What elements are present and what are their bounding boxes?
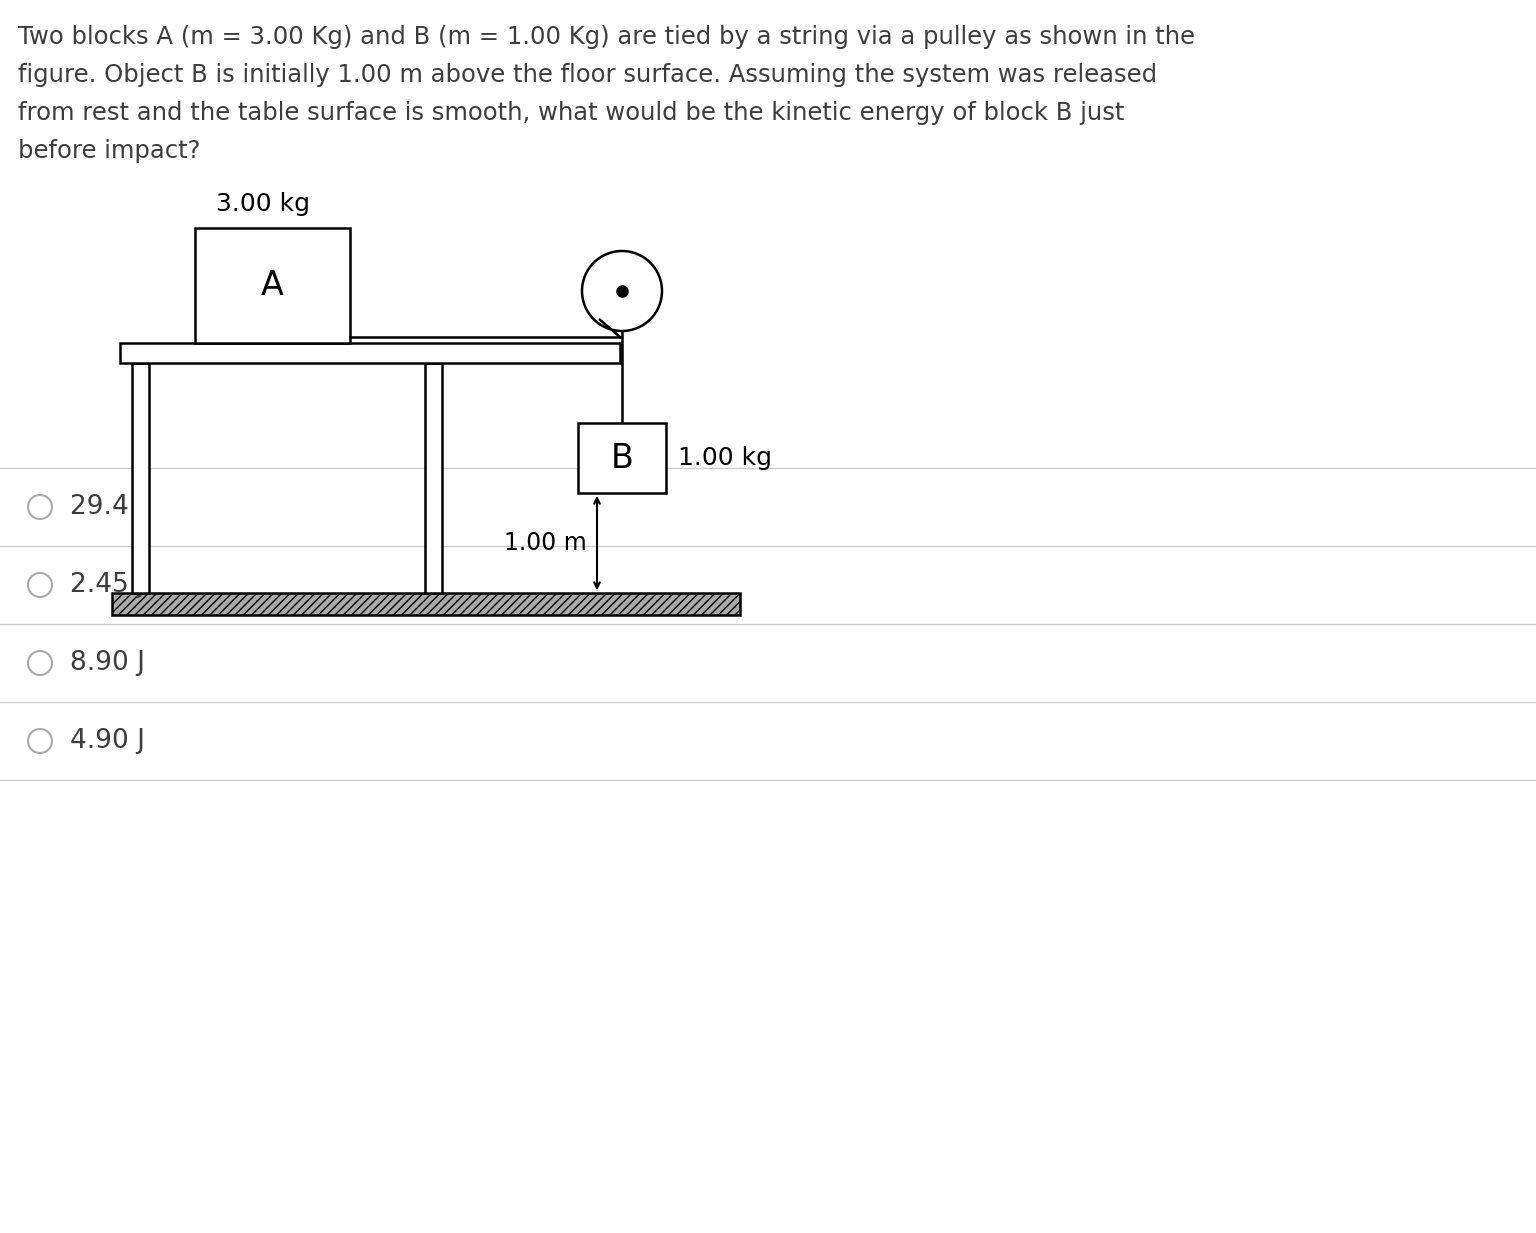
Bar xyxy=(425,363,442,593)
Bar xyxy=(578,423,667,493)
Text: 1.00 m: 1.00 m xyxy=(504,531,587,555)
Text: A: A xyxy=(261,269,284,302)
Text: 29.4 J: 29.4 J xyxy=(71,494,144,520)
Circle shape xyxy=(28,651,52,674)
Bar xyxy=(132,363,149,593)
Text: 1.00 kg: 1.00 kg xyxy=(677,446,773,470)
Text: 8.90 J: 8.90 J xyxy=(71,650,144,676)
Text: before impact?: before impact? xyxy=(18,139,201,163)
Bar xyxy=(112,593,740,615)
Text: Two blocks A (m = 3.00 Kg) and B (m = 1.00 Kg) are tied by a string via a pulley: Two blocks A (m = 3.00 Kg) and B (m = 1.… xyxy=(18,25,1195,49)
Text: figure. Object B is initially 1.00 m above the floor surface. Assuming the syste: figure. Object B is initially 1.00 m abo… xyxy=(18,63,1157,88)
Text: from rest and the table surface is smooth, what would be the kinetic energy of b: from rest and the table surface is smoot… xyxy=(18,101,1124,125)
Circle shape xyxy=(28,494,52,519)
Text: 3.00 kg: 3.00 kg xyxy=(215,192,309,216)
Circle shape xyxy=(582,252,662,330)
Text: 2.45 J: 2.45 J xyxy=(71,572,144,598)
Bar xyxy=(120,343,621,363)
Bar xyxy=(195,228,350,343)
Circle shape xyxy=(28,573,52,597)
Text: B: B xyxy=(611,441,633,475)
Circle shape xyxy=(28,729,52,753)
Text: 4.90 J: 4.90 J xyxy=(71,727,144,755)
